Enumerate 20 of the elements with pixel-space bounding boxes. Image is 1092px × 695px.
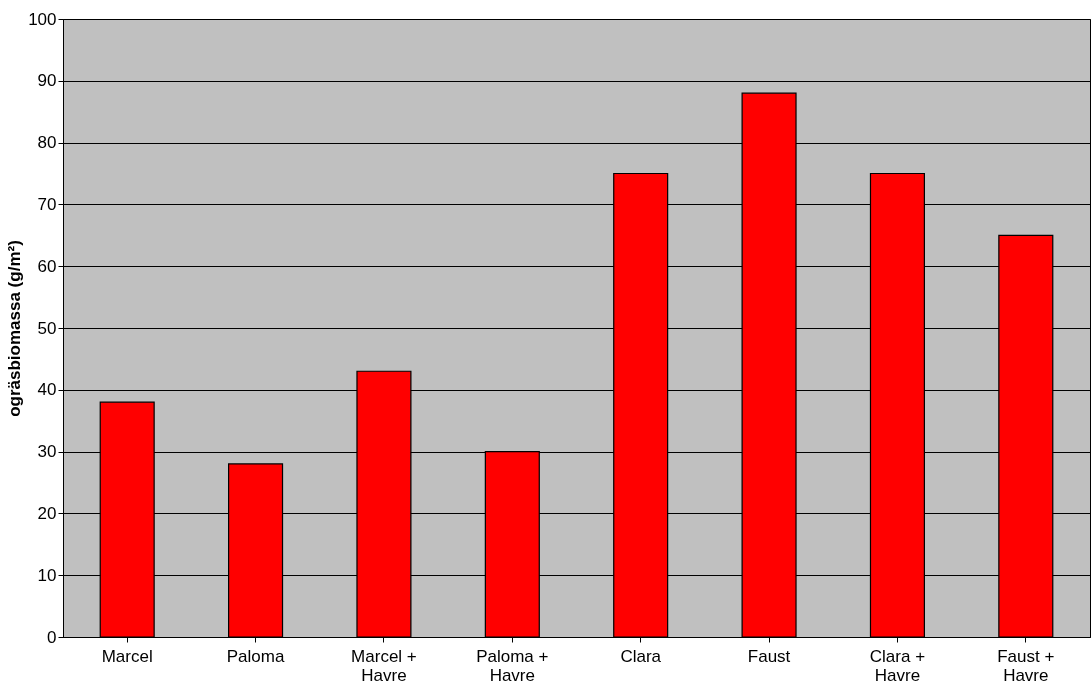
x-tick-label: Faust xyxy=(747,646,791,666)
y-tick-label: 10 xyxy=(37,565,57,585)
x-tick-label: Paloma + Havre xyxy=(476,646,549,685)
x-tick-label: Faust + Havre xyxy=(997,646,1055,685)
y-tick-label: 0 xyxy=(47,627,57,647)
x-tick-label: Paloma xyxy=(226,646,285,666)
y-tick-label: 50 xyxy=(37,318,57,338)
y-tick-label: 40 xyxy=(37,380,57,400)
x-tick-label: Clara xyxy=(620,646,662,666)
x-tick-label: Marcel + Havre xyxy=(351,646,417,685)
y-tick-label: 80 xyxy=(37,133,57,153)
y-tick-label: 90 xyxy=(37,71,57,91)
y-tick-label: 100 xyxy=(28,9,57,29)
y-tick-label: 20 xyxy=(37,503,57,523)
x-tick-label: Clara + Havre xyxy=(869,646,926,685)
y-tick-label: 30 xyxy=(37,442,57,462)
y-axis-title: ogräsbiomassa (g/m²) xyxy=(5,240,25,417)
y-tick-label: 60 xyxy=(37,256,57,276)
y-tick-label: 70 xyxy=(37,194,57,214)
x-tick-label: Marcel xyxy=(101,646,153,666)
